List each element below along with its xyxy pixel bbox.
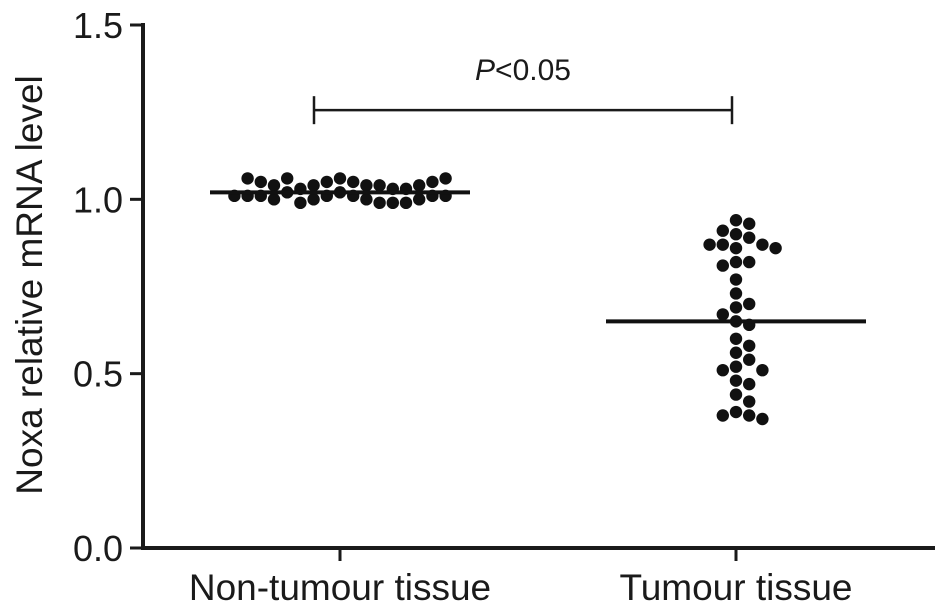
- data-point: [413, 179, 426, 192]
- data-point: [743, 353, 756, 366]
- data-point: [241, 172, 254, 185]
- data-points: [228, 172, 782, 426]
- data-point: [281, 172, 294, 185]
- y-axis: 0.0 0.5 1.0 1.5: [73, 5, 145, 569]
- data-point: [716, 224, 729, 237]
- data-point: [729, 214, 743, 227]
- data-point: [716, 409, 729, 422]
- p-value-label: P<0.05: [475, 54, 571, 87]
- data-point: [743, 217, 756, 230]
- data-point: [743, 409, 756, 422]
- y-axis-label: Noxa relative mRNA level: [9, 75, 50, 494]
- significance-bracket: P<0.05: [312, 54, 734, 125]
- data-point: [729, 405, 743, 419]
- data-point: [347, 175, 360, 189]
- data-point: [716, 308, 729, 321]
- data-point: [729, 273, 743, 286]
- data-point: [373, 196, 386, 210]
- data-point: [729, 255, 743, 269]
- data-point: [729, 301, 743, 314]
- data-point: [769, 241, 782, 255]
- data-point: [386, 196, 399, 210]
- data-point: [743, 255, 756, 269]
- data-point: [399, 196, 413, 210]
- median-lines: [210, 190, 866, 324]
- y-tick-label: 1.0: [73, 179, 123, 220]
- data-point: [729, 332, 743, 345]
- data-point: [729, 388, 743, 401]
- data-point: [267, 179, 281, 192]
- data-point: [294, 196, 307, 210]
- data-point: [360, 179, 373, 192]
- data-point: [743, 231, 756, 244]
- data-point: [703, 238, 716, 251]
- data-point: [413, 193, 426, 206]
- data-point: [729, 287, 743, 300]
- data-point: [743, 395, 756, 408]
- data-point: [743, 297, 756, 311]
- data-point: [743, 339, 756, 352]
- y-tick-label: 0.5: [73, 354, 123, 395]
- data-point: [743, 377, 756, 391]
- data-point: [716, 238, 729, 251]
- data-point: [716, 259, 729, 272]
- data-point: [426, 175, 439, 189]
- data-point: [716, 363, 729, 377]
- data-point: [307, 179, 320, 192]
- data-point: [729, 228, 743, 241]
- data-point: [307, 193, 320, 206]
- data-point: [756, 363, 769, 377]
- data-point: [439, 172, 452, 185]
- data-point: [756, 412, 769, 426]
- data-point: [729, 360, 743, 373]
- p-threshold: <0.05: [495, 54, 571, 87]
- data-point: [254, 175, 267, 189]
- data-point: [333, 172, 347, 185]
- data-point: [729, 241, 743, 255]
- y-tick-label: 0.0: [73, 528, 123, 569]
- x-tick-label: Tumour tissue: [619, 567, 852, 608]
- data-point: [729, 374, 743, 387]
- data-point: [729, 346, 743, 359]
- x-axis: Non-tumour tissue Tumour tissue: [141, 546, 935, 608]
- x-tick-label: Non-tumour tissue: [189, 567, 491, 608]
- data-point: [320, 175, 333, 189]
- y-tick-label: 1.5: [73, 5, 123, 46]
- data-point: [756, 238, 769, 251]
- data-point: [360, 193, 373, 206]
- data-point: [373, 179, 386, 192]
- data-point: [267, 193, 281, 206]
- p-symbol: P: [475, 54, 495, 87]
